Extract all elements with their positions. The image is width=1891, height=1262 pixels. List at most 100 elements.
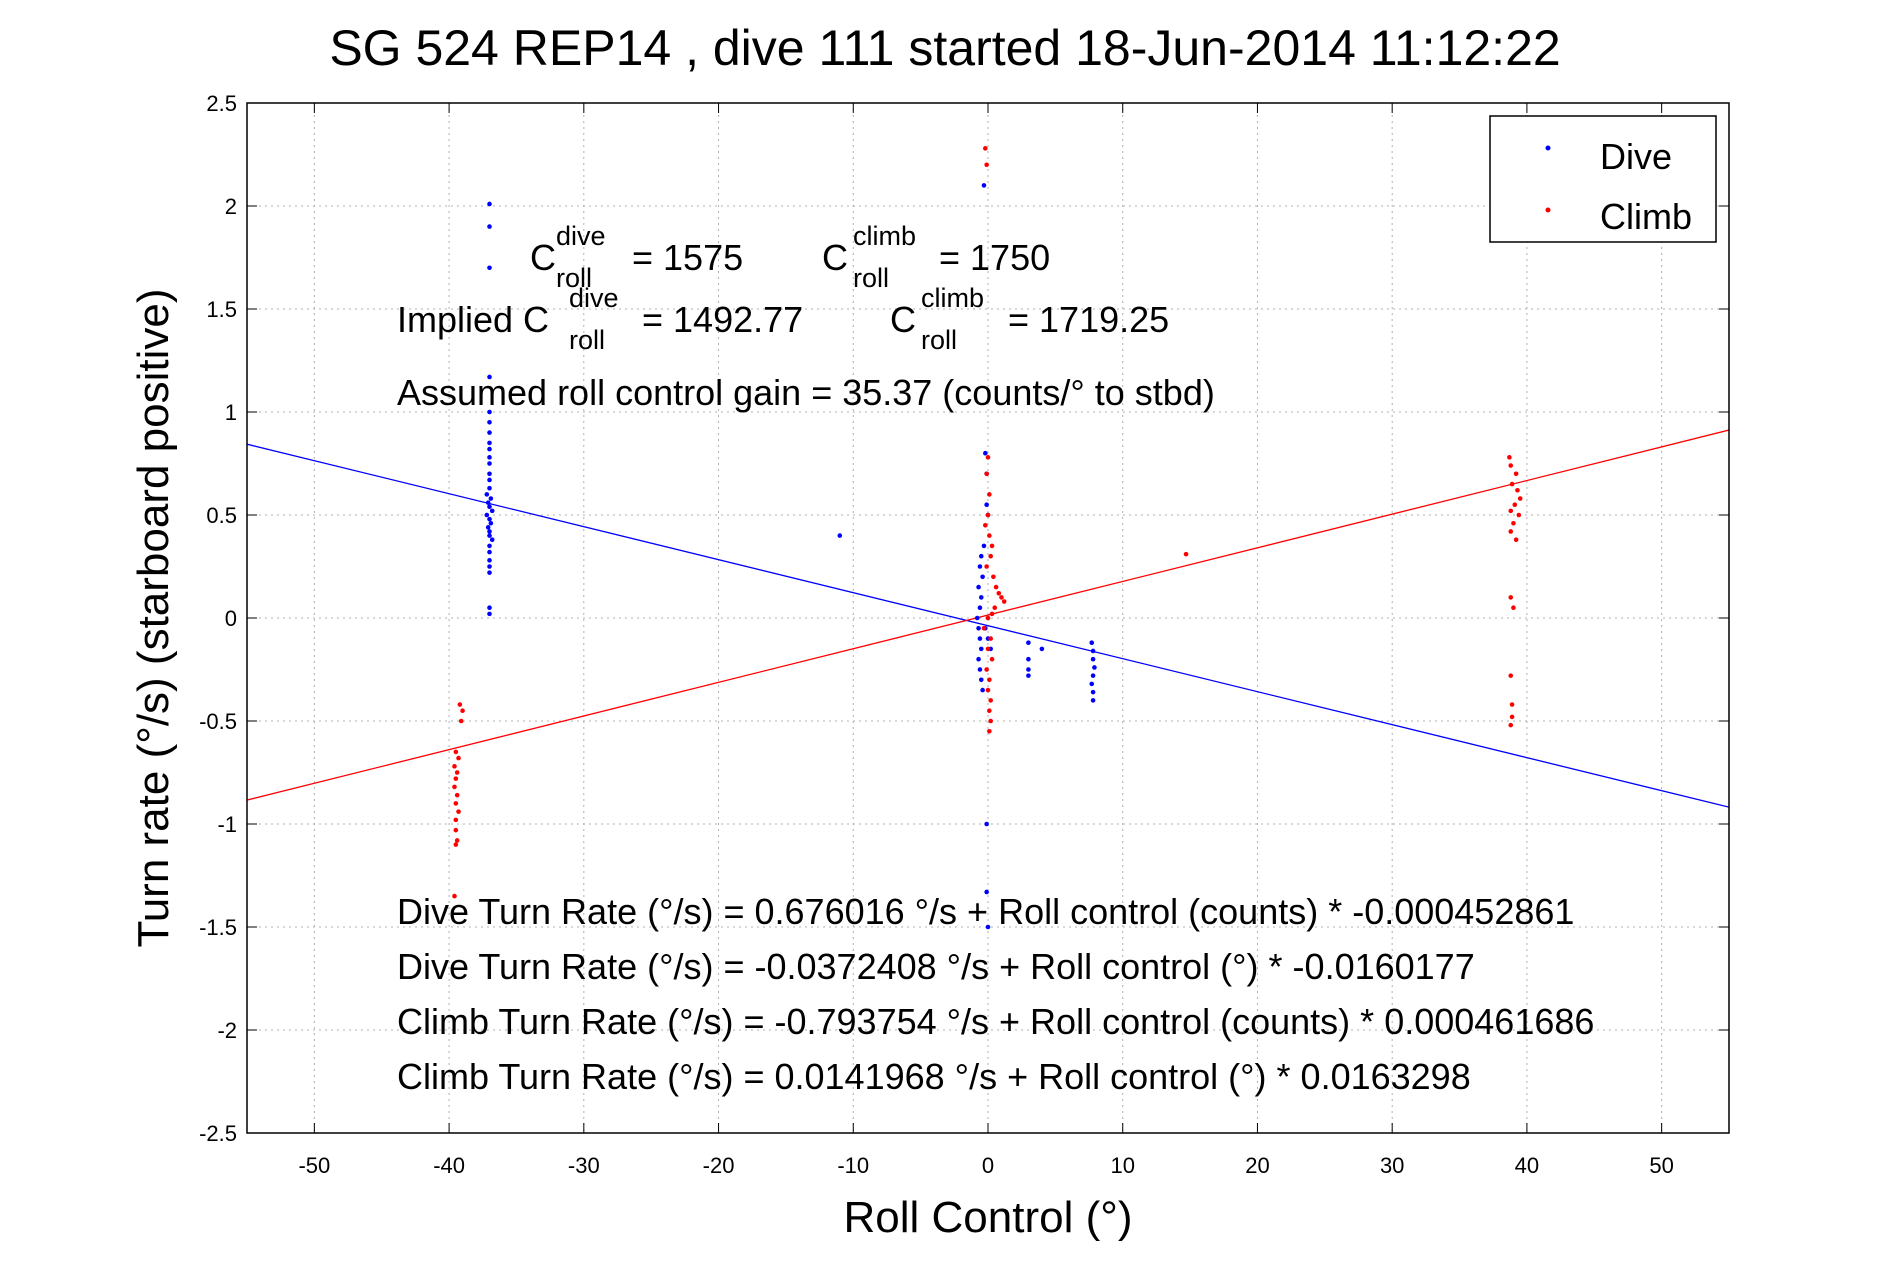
y-tick-label: -2 [217,1018,237,1043]
roll-gain-annotation: Assumed roll control gain = 35.37 (count… [397,372,1215,413]
chart-title: SG 524 REP14 , dive 111 started 18-Jun-2… [329,20,1560,76]
climb-point [984,667,989,672]
axis-ticks: -50 -40 -30 -20 -10 0 10 20 30 40 50 2.5 2 1.5 1 0.5 0 -0… [199,91,1729,1178]
legend: Dive Climb [1489,115,1717,243]
dive-equation-degrees: Dive Turn Rate (°/s) = -0.0372408 °/s + … [397,946,1475,987]
climb-point [454,770,460,775]
climb-point [987,708,992,713]
climb-point [985,615,991,621]
dive-point [976,656,981,662]
x-tick-label: -40 [433,1153,465,1178]
dive-point [983,450,988,456]
dive-point [487,570,492,575]
c-climb-letter: C [822,237,848,278]
dive-point [976,626,981,631]
dive-point [489,508,495,514]
y-tick-label: -1 [217,812,237,837]
x-tick-label: 0 [982,1153,994,1178]
dive-point [1026,656,1031,662]
climb-fit-line [247,429,1729,801]
implied-climb-superscript: climb [921,283,984,313]
dive-point [487,265,492,271]
dive-point [484,512,490,518]
dive-point [487,440,492,446]
climb-point [989,543,995,549]
dive-point [978,595,984,600]
climb-point [992,605,998,610]
dive-point [978,646,984,652]
dive-point [487,374,492,380]
climb-point [989,611,995,617]
climb-point [1508,673,1514,678]
dive-point [487,529,492,534]
climb-point [1517,496,1523,501]
climb-point [460,708,465,713]
implied-climb-subscript: roll [921,325,957,355]
climb-point [987,729,992,734]
climb-point [993,584,999,590]
y-tick-label: 2.5 [206,91,237,116]
y-axis-label: Turn rate (°/s) (starboard positive) [129,288,178,947]
dive-point [977,605,983,610]
dive-point [981,183,987,188]
climb-point [454,792,460,798]
y-tick-label: -0.5 [199,709,237,734]
dive-point [1090,673,1096,678]
dive-point [487,430,492,435]
dive-point [977,667,983,672]
climb-point [452,764,457,769]
c-dive-superscript: dive [556,221,606,251]
climb-point [1001,599,1007,604]
climb-point [452,893,457,899]
dive-point [1092,665,1097,670]
climb-point [985,512,991,518]
climb-point [1183,551,1189,557]
implied-climb-letter: C [890,299,916,340]
y-tick-label: 1.5 [206,297,237,322]
x-tick-label: -50 [298,1153,330,1178]
dive-point [487,477,492,483]
climb-point [988,553,993,559]
dive-point [985,924,991,930]
climb-point [996,590,1002,596]
x-axis-label: Roll Control (°) [844,1193,1133,1242]
climb-point [453,776,459,781]
y-tick-label: 0 [225,606,237,631]
legend-dive-marker [1545,145,1551,151]
dive-point [1026,640,1031,646]
dive-point [981,543,987,549]
plot-frame [246,102,1730,1134]
climb-point [1508,508,1514,514]
dive-point [974,615,980,621]
dive-point [487,549,492,555]
climb-point [457,702,463,707]
climb-equation-counts: Climb Turn Rate (°/s) = -0.793754 °/s + … [397,1001,1594,1042]
climb-point [1508,722,1514,728]
climb-point [1508,529,1514,534]
x-tick-label: 40 [1515,1153,1539,1178]
implied-dive-subscript: roll [569,325,605,355]
y-tick-label: -1.5 [199,915,237,940]
dive-point [1026,673,1031,678]
climb-point [987,533,992,538]
dive-point [1090,656,1096,662]
dive-fit-line [247,443,1729,808]
climb-point [1507,455,1512,460]
dive-point [487,558,492,563]
dive-point [485,500,491,505]
dive-point [977,636,983,641]
implied-dive-value: = 1492.77 [642,299,803,340]
c-climb-subscript: roll [853,263,889,293]
dive-point [485,525,491,530]
climb-point [453,749,459,755]
dive-point [984,502,989,508]
dive-point [487,224,492,229]
climb-equation-degrees: Climb Turn Rate (°/s) = 0.0141968 °/s + … [397,1056,1471,1097]
climb-point [453,842,459,847]
dive-point [976,584,981,590]
fit-lines [247,429,1729,808]
climb-point [456,809,461,814]
climb-point [453,827,459,833]
y-tick-label: 0.5 [206,503,237,528]
climb-point [1513,471,1519,477]
